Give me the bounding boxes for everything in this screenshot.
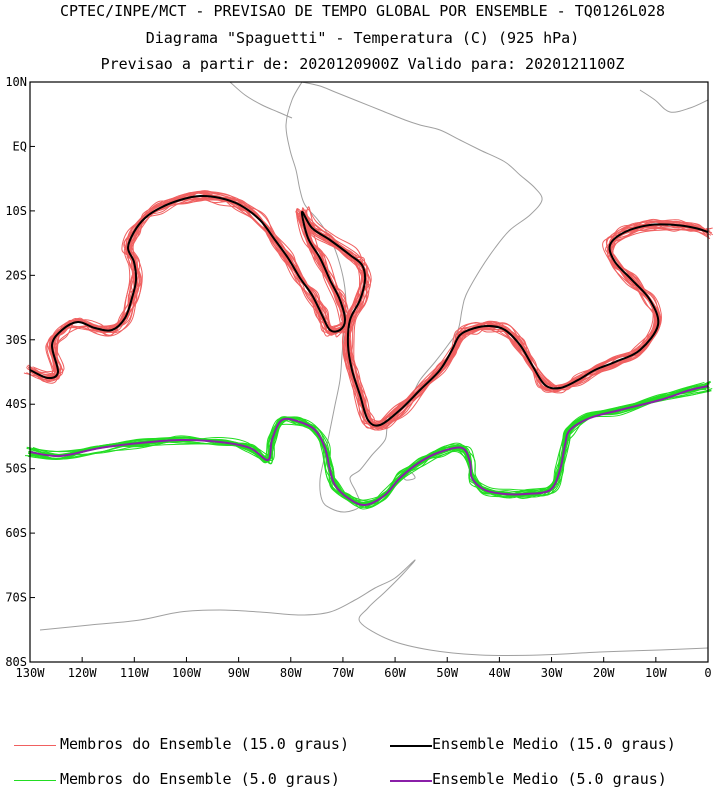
legend-mean15: Ensemble Medio (15.0 graus) [432,735,676,753]
lat-tick-label: 10S [5,204,27,218]
title-line-3: Previsao a partir de: 2020120900Z Valido… [100,55,625,73]
lon-tick-label: 60W [384,666,406,680]
coastlines [39,81,709,656]
lon-tick-label: 110W [120,666,150,680]
coastline-segment [285,81,543,513]
member-5c-line [31,388,713,509]
legend-swatch-member15 [14,745,56,746]
lat-tick-label: 70S [5,591,27,605]
member-5c-line [29,389,712,508]
coastline-segment [639,89,709,113]
lat-tick-label: 20S [5,268,27,282]
lon-tick-label: 120W [68,666,98,680]
lon-tick-label: 70W [332,666,354,680]
lat-tick-label: 50S [5,462,27,476]
lon-tick-label: 0 [704,666,711,680]
lon-tick-label: 80W [280,666,302,680]
mean-5c-line [29,385,709,507]
mean-15c-line [29,194,709,427]
contours [23,190,714,510]
coastline-segment [229,81,293,119]
lat-tick-label: EQ [13,139,27,153]
lon-tick-label: 100W [172,666,202,680]
legend-member5: Membros do Ensemble (5.0 graus) [60,770,340,788]
member-5c-line [31,390,712,506]
legend-swatch-member5 [14,780,56,781]
lat-tick-label: 60S [5,526,27,540]
lon-tick-label: 90W [228,666,250,680]
legend-mean5: Ensemble Medio (5.0 graus) [432,770,667,788]
axis-ticks [29,81,709,663]
member-5c-line [31,381,712,506]
member-15c-line [34,191,712,427]
lon-tick-label: 130W [16,666,46,680]
legend-swatch-mean5 [390,780,432,782]
title-line-2: Diagrama "Spaguetti" - Temperatura (C) (… [145,29,580,47]
lat-tick-label: 30S [5,333,27,347]
lon-tick-label: 40W [489,666,511,680]
axis-tick-labels: 130W 120W 110W 100W 90W 80W 70W 60W 50W 40W 30W 20W… [5,75,711,680]
member-15c-line [23,196,710,423]
lat-tick-label: 10N [5,75,27,89]
lon-tick-label: 50W [436,666,458,680]
title-line-1: CPTEC/INPE/MCT - PREVISAO DE TEMPO GLOBA… [59,2,666,20]
lat-tick-label: 80S [5,655,27,669]
lon-tick-label: 20W [593,666,615,680]
legend-member15: Membros do Ensemble (15.0 graus) [60,735,349,753]
map-frame [29,81,709,663]
member-5c-line [29,380,711,501]
legend-swatch-mean15 [390,745,432,747]
lat-tick-label: 40S [5,397,27,411]
lon-tick-label: 30W [541,666,563,680]
ensemble-spaghetti-map: 130W 120W 110W 100W 90W 80W 70W 60W 50W 40W 30W 20W… [5,75,714,680]
lon-tick-label: 10W [645,666,667,680]
coastline-segment [39,559,709,656]
